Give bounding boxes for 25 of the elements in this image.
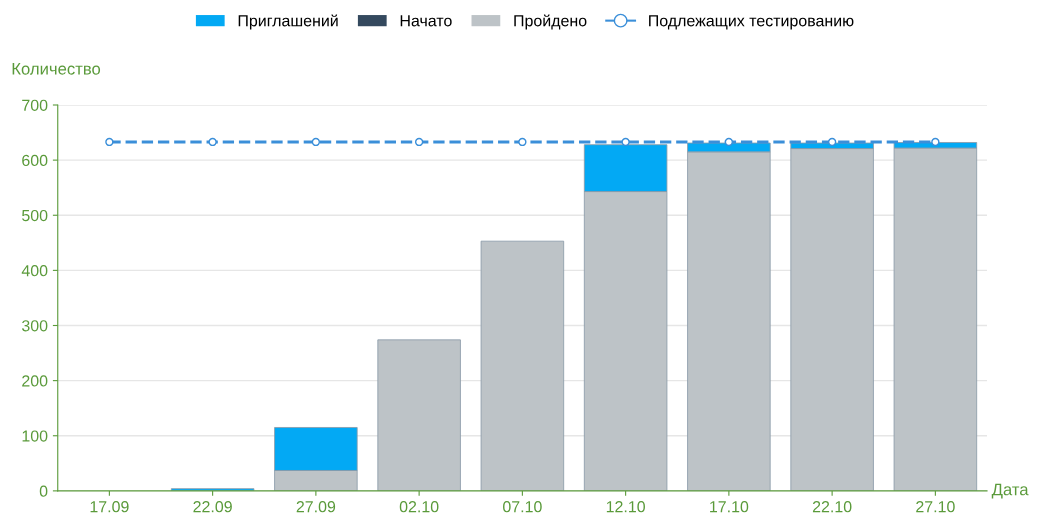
x-tick-label: 17.10 <box>710 501 749 513</box>
y-tick-label: 200 <box>22 375 48 387</box>
bar <box>480 240 565 491</box>
x-tick-label: 27.09 <box>296 501 336 513</box>
y-tick-label: 700 <box>22 99 48 111</box>
y-tick-label: 300 <box>21 320 48 332</box>
y-tick-label: 600 <box>22 154 48 167</box>
y-tick-label: 100 <box>22 430 48 442</box>
y-tick-label: 500 <box>22 209 48 222</box>
x-tick-label: 12.10 <box>606 501 645 513</box>
x-tick-label: 07.10 <box>503 501 542 513</box>
legend-label: Приглашений <box>238 14 338 30</box>
legend-label: Пройдено <box>514 14 587 30</box>
x-axis-title: Дата <box>991 483 1029 499</box>
x-tick-label: 27.10 <box>916 501 955 513</box>
legend-label: Начато <box>400 15 452 27</box>
legend-label: Подлежащих тестированию <box>649 15 854 30</box>
y-axis-title: Количество <box>12 63 101 75</box>
x-tick-label: 17.09 <box>90 501 129 513</box>
bar <box>377 339 461 491</box>
y-tick-label: 0 <box>39 485 48 497</box>
x-tick-label: 22.09 <box>193 501 232 513</box>
x-tick-label: 22.10 <box>812 501 852 513</box>
x-tick-label: 02.10 <box>399 501 439 513</box>
y-tick-label: 400 <box>21 265 48 277</box>
